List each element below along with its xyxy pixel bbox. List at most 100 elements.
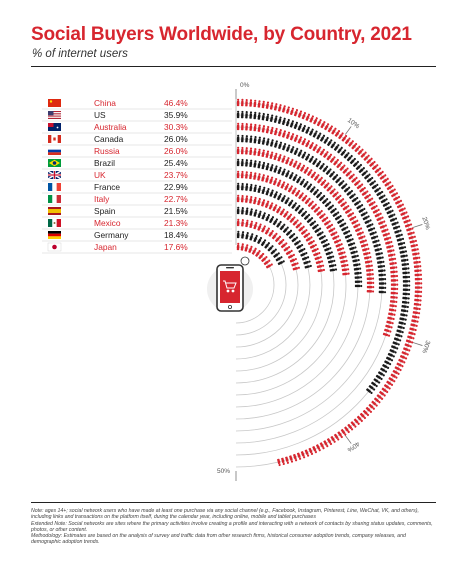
person-icon: [361, 190, 369, 196]
person-icon: [264, 242, 271, 249]
person-icon: [286, 213, 293, 221]
data-label: 22.7%: [164, 194, 188, 204]
person-icon: [370, 235, 379, 240]
axis-tick-label: 0%: [240, 82, 250, 89]
person-icon: [276, 179, 282, 187]
person-icon: [356, 183, 364, 190]
person-icon: [414, 290, 423, 294]
person-icon: [408, 331, 416, 336]
person-icon: [391, 221, 399, 226]
person-icon: [401, 351, 409, 356]
person-icon: [378, 278, 387, 281]
person-icon: [330, 207, 337, 214]
person-icon: [414, 294, 422, 298]
person-icon: [277, 116, 282, 124]
person-icon: [334, 215, 342, 221]
person-icon: [323, 136, 329, 144]
person-icon: [280, 195, 286, 203]
person-icon: [305, 236, 313, 242]
person-icon: [309, 243, 317, 249]
person-icon: [368, 201, 376, 207]
country-name: UK: [94, 170, 106, 180]
axis-tick-label: 20%: [420, 216, 431, 231]
person-icon: [331, 127, 337, 135]
person-icon: [253, 209, 258, 217]
person-icon: [267, 245, 274, 252]
person-icon: [313, 117, 318, 125]
person-icon: [392, 369, 400, 375]
person-icon: [347, 423, 354, 431]
person-icon: [253, 172, 257, 180]
person-icon: [294, 189, 301, 197]
person-icon: [360, 243, 369, 248]
person-icon: [249, 135, 253, 143]
person-icon: [249, 208, 253, 216]
person-icon: [289, 120, 294, 128]
person-icon: [265, 214, 271, 222]
person-icon: [249, 123, 253, 131]
person-icon: [322, 165, 329, 173]
person-icon: [392, 225, 401, 230]
person-icon: [240, 243, 244, 251]
data-label: 23.7%: [164, 170, 188, 180]
person-icon: [388, 308, 397, 312]
country-name: Mexico: [94, 218, 121, 228]
person-icon: [297, 136, 303, 144]
person-icon: [374, 212, 382, 218]
person-icon: [378, 273, 386, 277]
person-icon: [355, 227, 363, 233]
uk-flag: [47, 170, 62, 180]
person-icon: [289, 216, 296, 223]
person-icon: [366, 285, 375, 289]
person-icon: [314, 256, 322, 261]
person-icon: [269, 164, 274, 172]
people-arc: [236, 206, 312, 269]
person-icon: [320, 121, 326, 129]
person-icon: [390, 274, 399, 278]
person-icon: [264, 200, 270, 208]
person-icon: [399, 354, 408, 360]
person-icon: [401, 263, 410, 267]
people-arc: [236, 218, 300, 271]
person-icon: [261, 125, 266, 133]
person-icon: [371, 183, 379, 190]
person-icon: [236, 134, 240, 143]
person-icon: [385, 324, 393, 329]
ring-guide: [235, 210, 311, 360]
australia-flag: [48, 123, 61, 131]
person-icon: [390, 291, 399, 295]
person-icon: [293, 109, 299, 117]
person-icon: [346, 154, 353, 162]
person-icon: [362, 215, 370, 221]
person-icon: [277, 166, 282, 175]
person-icon: [316, 191, 323, 199]
person-icon: [240, 170, 244, 179]
person-icon: [378, 194, 386, 200]
person-icon: [345, 170, 352, 177]
person-icon: [394, 366, 402, 372]
person-icon: [353, 263, 361, 267]
person-icon: [400, 309, 409, 313]
person-icon: [382, 332, 391, 337]
person-icon: [248, 245, 253, 253]
person-icon: [390, 283, 399, 286]
person-icon: [338, 180, 345, 187]
person-icon: [388, 257, 397, 261]
person-icon: [368, 384, 376, 391]
person-icon: [327, 125, 333, 133]
person-icon: [312, 446, 317, 454]
person-icon: [332, 235, 340, 240]
person-icon: [353, 223, 361, 229]
person-icon: [359, 412, 367, 420]
person-icon: [257, 148, 261, 157]
person-icon: [366, 197, 374, 203]
person-icon: [395, 199, 403, 205]
person-icon: [344, 426, 350, 434]
person-icon: [265, 150, 270, 158]
person-icon: [366, 273, 374, 276]
person-icon: [351, 254, 359, 259]
person-icon: [285, 131, 291, 139]
person-icon: [386, 245, 394, 249]
brazil-flag: [48, 159, 61, 167]
person-icon: [400, 313, 408, 317]
